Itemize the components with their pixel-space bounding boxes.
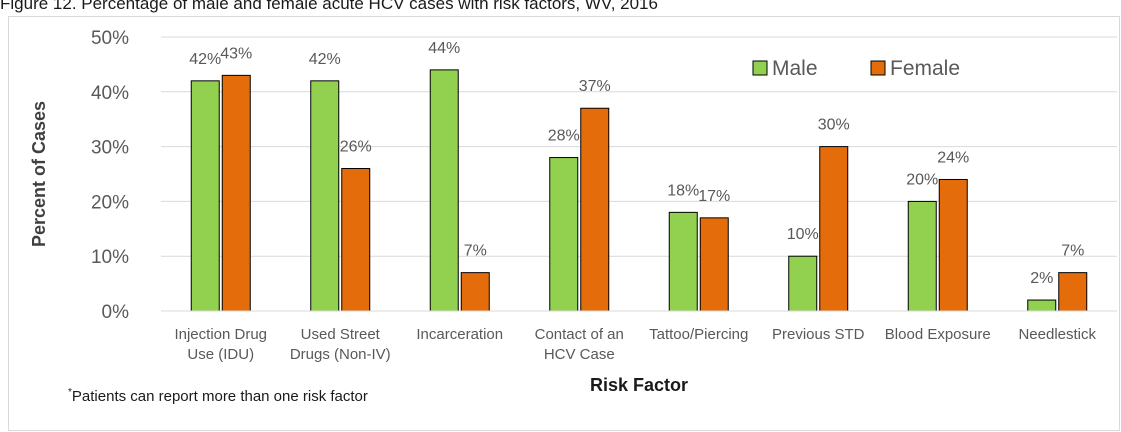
bar-male bbox=[788, 255, 818, 312]
x-axis-title: Risk Factor bbox=[590, 375, 688, 395]
y-axis-title: Percent of Cases bbox=[29, 101, 49, 247]
bar-chart: 0% 10% 20% 30% 40% 50% Percent of Cases Risk Fa… bbox=[29, 28, 1117, 395]
data-label-female: 7% bbox=[1061, 243, 1084, 260]
x-tick-label: Incarceration bbox=[416, 326, 503, 343]
bar-male bbox=[549, 157, 579, 312]
bar-female bbox=[341, 168, 371, 312]
figure-title: Figure 12. Percentage of male and female… bbox=[0, 0, 658, 13]
bar-female bbox=[221, 74, 251, 312]
bar-female bbox=[938, 178, 968, 312]
data-label-female: 37% bbox=[579, 78, 611, 95]
y-tick-label: 0% bbox=[102, 302, 130, 323]
x-tick-label: HCV Case bbox=[544, 346, 615, 363]
legend-swatch-male bbox=[752, 60, 768, 76]
bar-female bbox=[819, 146, 849, 312]
x-tick-label: Needlestick bbox=[1018, 326, 1096, 343]
y-tick-label: 40% bbox=[91, 83, 129, 104]
x-tick-label: Used Street bbox=[301, 326, 381, 343]
footnote: *Patients can report more than one risk … bbox=[68, 387, 368, 405]
x-tick-label: Blood Exposure bbox=[885, 326, 991, 343]
x-tick-label: Drugs (Non-IV) bbox=[290, 346, 391, 363]
footnote-text: Patients can report more than one risk f… bbox=[71, 388, 368, 405]
data-label-male: 42% bbox=[189, 51, 221, 68]
data-label-female: 26% bbox=[340, 139, 372, 156]
x-tick-label: Injection Drug bbox=[174, 326, 267, 343]
bar-female bbox=[699, 217, 729, 312]
data-label-male: 44% bbox=[428, 40, 460, 57]
bar-male bbox=[668, 211, 698, 312]
data-label-female: 17% bbox=[698, 188, 730, 205]
footnote-marker: * bbox=[68, 387, 72, 398]
bar-female bbox=[1058, 272, 1088, 312]
data-label-male: 10% bbox=[787, 226, 819, 243]
legend-label-male: Male bbox=[772, 57, 818, 80]
legend-swatch-female bbox=[870, 60, 886, 76]
x-tick-label: Tattoo/Piercing bbox=[649, 326, 748, 343]
legend-label-female: Female bbox=[890, 57, 960, 80]
bar-female bbox=[460, 272, 490, 312]
bar-male bbox=[190, 80, 220, 312]
bar-male bbox=[310, 80, 340, 312]
y-tick-label: 20% bbox=[91, 192, 129, 213]
bar-male bbox=[907, 200, 937, 312]
data-label-female: 30% bbox=[818, 117, 850, 134]
chart-frame: 0% 10% 20% 30% 40% 50% Percent of Cases Risk Fa… bbox=[8, 16, 1120, 431]
x-tick-label: Contact of an bbox=[535, 326, 624, 343]
data-label-male: 20% bbox=[906, 171, 938, 188]
data-label-female: 24% bbox=[937, 149, 969, 166]
x-tick-label: Previous STD bbox=[772, 326, 865, 343]
y-tick-label: 10% bbox=[91, 247, 129, 268]
data-label-male: 42% bbox=[309, 51, 341, 68]
bar-male bbox=[429, 69, 459, 312]
bar-male bbox=[1027, 299, 1057, 312]
data-label-female: 7% bbox=[464, 243, 487, 260]
data-label-male: 18% bbox=[667, 182, 699, 199]
y-tick-label: 30% bbox=[91, 138, 129, 159]
data-label-male: 2% bbox=[1030, 270, 1053, 287]
data-label-female: 43% bbox=[220, 45, 252, 62]
data-label-male: 28% bbox=[548, 128, 580, 145]
y-tick-label: 50% bbox=[91, 28, 129, 49]
x-tick-label: Use (IDU) bbox=[187, 346, 254, 363]
bar-female bbox=[580, 107, 610, 312]
